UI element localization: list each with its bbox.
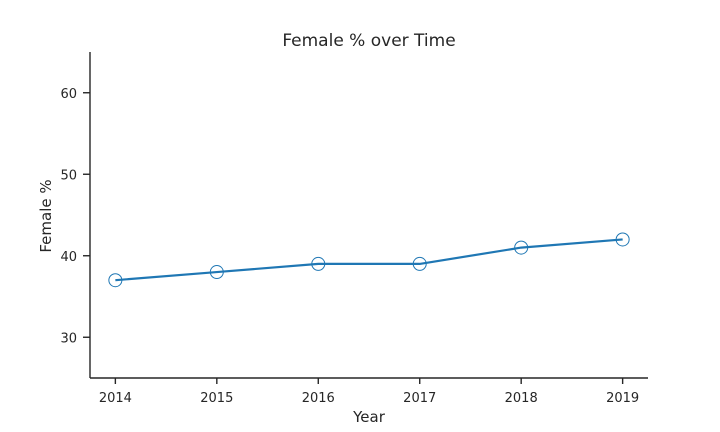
data-point-marker [514,240,529,255]
data-point-marker [615,232,630,247]
x-axis-ticks: 2014 2015 2016 2017 2018 2019 [99,378,639,406]
x-tick-label: 2017 [403,391,436,406]
y-tick-label: 40 [60,250,77,265]
x-axis-label: Year [352,408,386,426]
x-tick-label: 2018 [505,391,538,406]
data-point-marker [412,256,427,271]
x-tick-label: 2015 [200,391,233,406]
y-tick-label: 30 [60,331,77,346]
axes [89,52,648,379]
x-tick-label: 2019 [606,391,639,406]
data-point-marker [209,265,224,280]
data-point-marker [311,256,326,271]
y-tick-label: 60 [60,87,77,102]
chart-title: Female % over Time [282,31,455,51]
x-tick-label: 2014 [99,391,132,406]
series-line [115,238,623,282]
y-axis-label: Female % [37,179,55,252]
y-axis-ticks: 30 40 50 60 [60,87,90,346]
data-point-marker [108,273,123,288]
y-tick-label: 50 [60,168,77,183]
series-layer [108,232,630,288]
x-tick-label: 2016 [302,391,335,406]
